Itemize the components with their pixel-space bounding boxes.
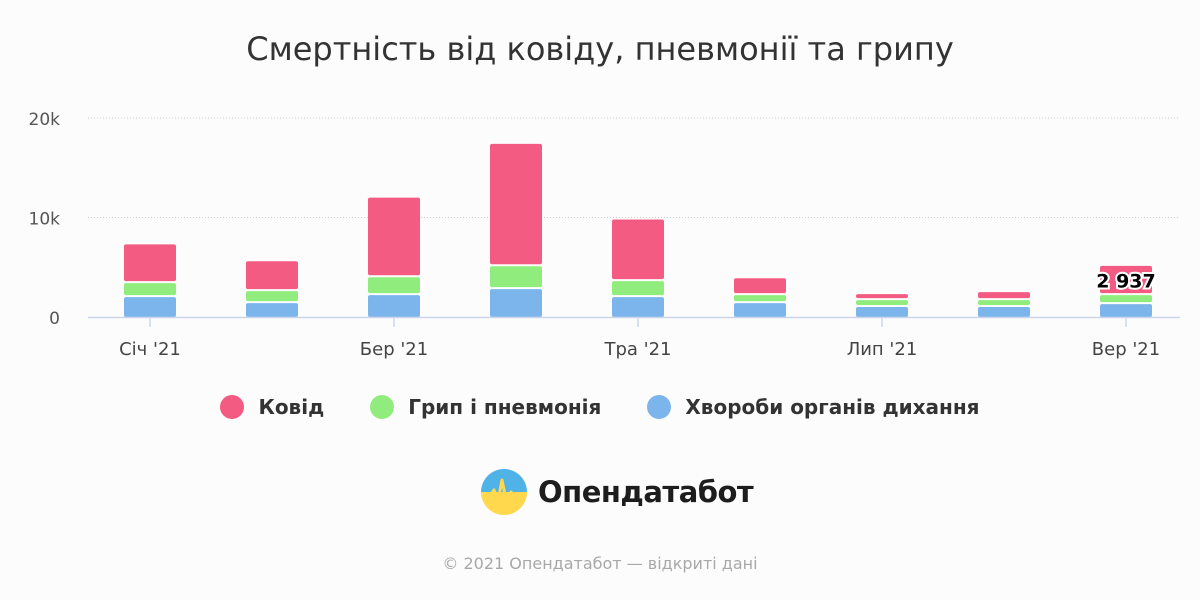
grid-lines: 0 10k 20k	[29, 110, 1180, 329]
bar-segment[interactable]	[124, 244, 176, 282]
bar-segment[interactable]	[490, 266, 542, 288]
data-labels: 2 937	[1094, 268, 1158, 294]
bars	[124, 143, 1152, 317]
legend-label: Ковід	[258, 395, 325, 419]
bar-segment[interactable]	[1100, 265, 1152, 294]
bar-segment[interactable]	[612, 281, 664, 296]
bar-segment[interactable]	[978, 300, 1030, 306]
legend-dot-icon	[220, 395, 245, 419]
legend-dot-icon	[647, 395, 672, 419]
legend-item-respiratory[interactable]: Хвороби органів дихання	[647, 395, 980, 419]
chart-title: Смертність від ковіду, пневмонії та грип…	[246, 30, 954, 68]
bar-segment[interactable]	[612, 297, 664, 317]
opendatabot-logo-icon	[481, 469, 527, 515]
bar-segment[interactable]	[368, 197, 420, 276]
bar-segment[interactable]	[734, 278, 786, 294]
bar-segment[interactable]	[612, 219, 664, 280]
footer-copyright: © 2021 Опендатабот — відкриті дані	[442, 554, 758, 573]
legend-item-covid[interactable]: Ковід	[220, 395, 324, 419]
x-tick-label: Лип '21	[847, 339, 918, 360]
bar-segment[interactable]	[1100, 304, 1152, 317]
bar-segment[interactable]	[124, 283, 176, 296]
bar-segment[interactable]	[734, 295, 786, 302]
bar-segment[interactable]	[368, 277, 420, 294]
bar-segment[interactable]	[1100, 295, 1152, 303]
x-tick-label: Вер '21	[1092, 339, 1160, 360]
bar-segment[interactable]	[734, 303, 786, 317]
bar-segment[interactable]	[856, 307, 908, 317]
bar-segment[interactable]	[246, 303, 298, 317]
bar-segment[interactable]	[490, 143, 542, 265]
legend-label: Хвороби органів дихання	[685, 395, 980, 419]
y-tick-label: 20k	[29, 110, 61, 130]
legend-label: Грип і пневмонія	[408, 395, 602, 419]
legend-dot-icon	[370, 395, 395, 419]
data-label: 2 937	[1096, 270, 1156, 292]
legend-item-flu-pneumonia[interactable]: Грип і пневмонія	[370, 395, 601, 419]
legend: Ковід Грип і пневмонія Хвороби органів д…	[0, 395, 1200, 419]
bar-segment[interactable]	[368, 295, 420, 317]
x-tick-label: Січ '21	[119, 339, 181, 360]
bar-segment[interactable]	[978, 292, 1030, 299]
bar-segment[interactable]	[856, 294, 908, 299]
x-tick-label: Бер '21	[360, 339, 428, 360]
bar-segment[interactable]	[856, 300, 908, 306]
y-tick-label: 10k	[29, 210, 61, 230]
bar-segment[interactable]	[124, 297, 176, 317]
bar-segment[interactable]	[246, 261, 298, 290]
bar-segment[interactable]	[490, 289, 542, 317]
bar-segment[interactable]	[246, 291, 298, 302]
x-axis: Січ '21 Бер '21 Тра '21 Лип '21 Вер '21	[88, 316, 1180, 360]
stacked-bar-chart: 0 10k 20k Січ '21 Бер '21 Тра '21 Лип '21 Вер …	[29, 110, 1180, 360]
bar-segment[interactable]	[978, 307, 1030, 317]
y-tick-label: 0	[49, 309, 60, 329]
brand-name: Опендатабот	[538, 475, 754, 509]
x-tick-label: Тра '21	[603, 339, 671, 360]
brand: Опендатабот	[480, 468, 754, 516]
